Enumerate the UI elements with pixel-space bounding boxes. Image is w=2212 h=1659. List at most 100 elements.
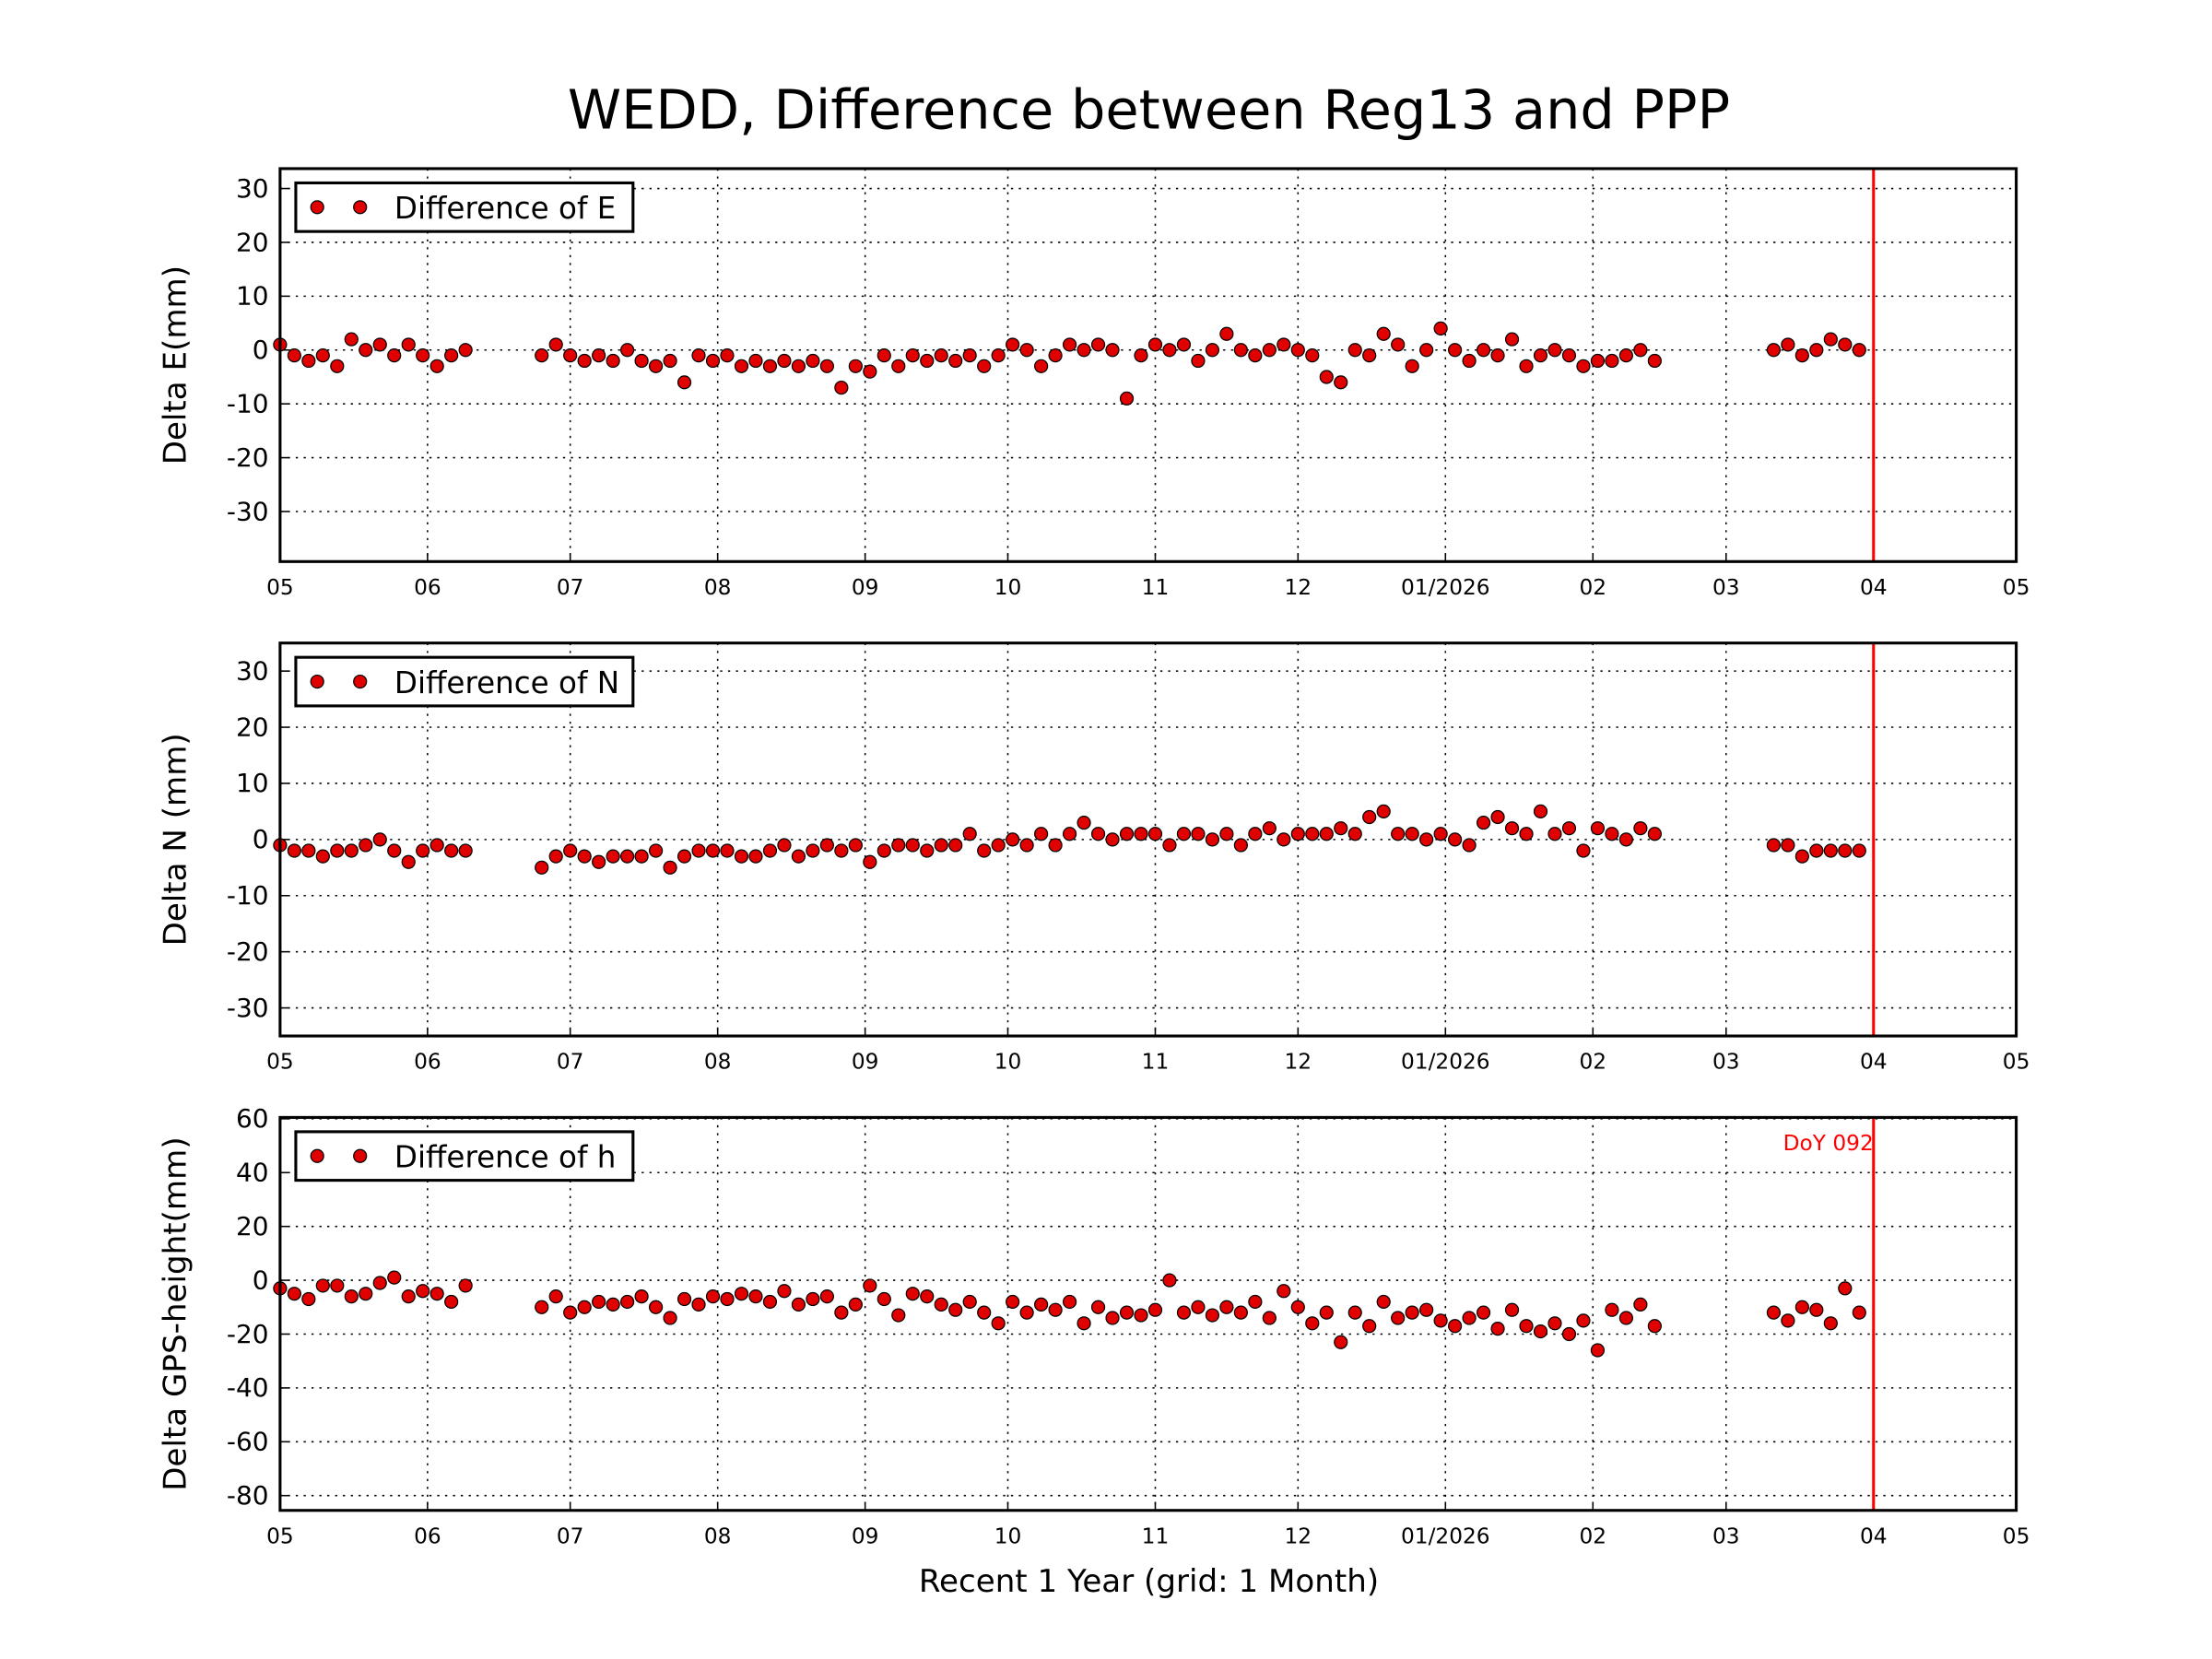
y-tick-label: 20 bbox=[236, 712, 269, 742]
x-axis-label: Recent 1 Year (grid: 1 Month) bbox=[919, 1563, 1379, 1600]
data-point bbox=[1852, 1305, 1866, 1320]
data-point bbox=[1219, 1300, 1234, 1314]
data-point bbox=[416, 843, 430, 858]
data-point bbox=[359, 343, 373, 358]
data-point bbox=[1362, 809, 1377, 825]
data-point bbox=[891, 838, 906, 853]
data-point bbox=[848, 1297, 863, 1312]
y-tick-label: 10 bbox=[236, 281, 269, 312]
data-point bbox=[819, 838, 834, 853]
data-point bbox=[1334, 1335, 1348, 1349]
data-point bbox=[934, 1297, 948, 1312]
data-point bbox=[535, 348, 549, 363]
data-point bbox=[1823, 1316, 1838, 1331]
data-point bbox=[577, 849, 592, 864]
x-tick-label: 01/2026 bbox=[1401, 575, 1490, 600]
data-point bbox=[891, 1308, 906, 1323]
data-point bbox=[1504, 332, 1520, 347]
data-point bbox=[1305, 348, 1320, 363]
data-point bbox=[1781, 337, 1795, 352]
data-point bbox=[592, 348, 606, 363]
data-point bbox=[387, 1270, 402, 1285]
data-point bbox=[1090, 1300, 1106, 1314]
data-point bbox=[620, 1294, 635, 1310]
data-point bbox=[1838, 337, 1853, 352]
data-point bbox=[401, 1289, 416, 1304]
data-point bbox=[891, 359, 906, 373]
data-point bbox=[1391, 1311, 1406, 1325]
x-tick-label: 11 bbox=[1142, 1524, 1170, 1548]
data-point bbox=[1119, 1305, 1135, 1320]
data-point bbox=[777, 353, 792, 369]
data-point bbox=[359, 1287, 373, 1301]
y-tick-label: 30 bbox=[236, 655, 269, 686]
y-tick-label: 40 bbox=[236, 1158, 269, 1188]
data-point bbox=[834, 1305, 849, 1320]
data-point bbox=[1233, 1305, 1248, 1320]
data-point bbox=[948, 1302, 963, 1317]
data-point bbox=[577, 1300, 592, 1314]
data-point bbox=[934, 838, 948, 853]
data-point bbox=[1590, 1343, 1606, 1358]
data-point bbox=[648, 359, 664, 373]
data-point bbox=[1034, 827, 1049, 841]
data-point bbox=[1809, 343, 1824, 358]
legend-marker bbox=[353, 674, 368, 689]
x-tick-label: 07 bbox=[557, 575, 584, 600]
data-point bbox=[458, 843, 473, 858]
data-point bbox=[705, 843, 721, 858]
x-tick-label: 04 bbox=[1860, 1050, 1888, 1075]
data-point bbox=[1305, 1316, 1320, 1331]
data-point bbox=[1362, 348, 1377, 363]
data-point bbox=[287, 1287, 301, 1301]
data-point bbox=[1048, 1302, 1063, 1317]
legend-label: Difference of E bbox=[394, 191, 616, 226]
legend-marker bbox=[310, 200, 324, 215]
data-point bbox=[663, 860, 677, 875]
plot-frame bbox=[278, 1115, 2018, 1512]
data-point bbox=[834, 381, 849, 395]
data-point bbox=[677, 375, 692, 390]
x-tick-label: 06 bbox=[414, 1524, 441, 1548]
data-point bbox=[1248, 348, 1263, 363]
data-point bbox=[1290, 1300, 1305, 1314]
data-point bbox=[1006, 832, 1020, 847]
y-tick-label: -20 bbox=[227, 936, 269, 967]
data-point bbox=[877, 1291, 891, 1307]
data-point bbox=[734, 1287, 749, 1301]
subplot: -30 -20 -10 0 10 20 30 05 06 07 08 09 10 11 12 01/2026 0… bbox=[158, 641, 2030, 1075]
data-point bbox=[1561, 821, 1577, 836]
y-tick-label: 30 bbox=[236, 173, 269, 204]
data-point bbox=[1262, 1311, 1277, 1325]
data-point bbox=[1448, 343, 1463, 358]
data-point bbox=[1262, 343, 1277, 358]
data-point bbox=[991, 838, 1006, 853]
y-tick-label: -10 bbox=[227, 388, 269, 418]
data-point bbox=[1048, 838, 1063, 853]
data-point bbox=[1262, 821, 1277, 836]
data-point bbox=[1476, 815, 1491, 830]
data-point bbox=[1391, 827, 1406, 841]
y-tick-label: 20 bbox=[236, 227, 269, 257]
data-point bbox=[1006, 1294, 1020, 1310]
x-tick-label: 02 bbox=[1579, 1524, 1606, 1548]
data-point bbox=[762, 1294, 778, 1310]
x-tick-label: 05 bbox=[266, 1524, 294, 1548]
x-tick-label: 08 bbox=[704, 1524, 732, 1548]
y-axis-label: Delta N (mm) bbox=[158, 733, 194, 946]
data-point bbox=[1618, 1311, 1634, 1325]
data-point bbox=[734, 359, 749, 373]
data-point bbox=[287, 843, 301, 858]
data-point bbox=[863, 364, 877, 379]
data-point bbox=[677, 1291, 692, 1307]
data-point bbox=[762, 359, 778, 373]
data-point bbox=[634, 1289, 649, 1304]
data-point bbox=[1794, 348, 1809, 363]
data-point bbox=[301, 1291, 316, 1307]
data-point bbox=[458, 1278, 473, 1293]
data-point bbox=[563, 1305, 578, 1320]
data-point bbox=[444, 843, 459, 858]
data-point bbox=[315, 348, 330, 363]
data-point bbox=[720, 348, 735, 363]
